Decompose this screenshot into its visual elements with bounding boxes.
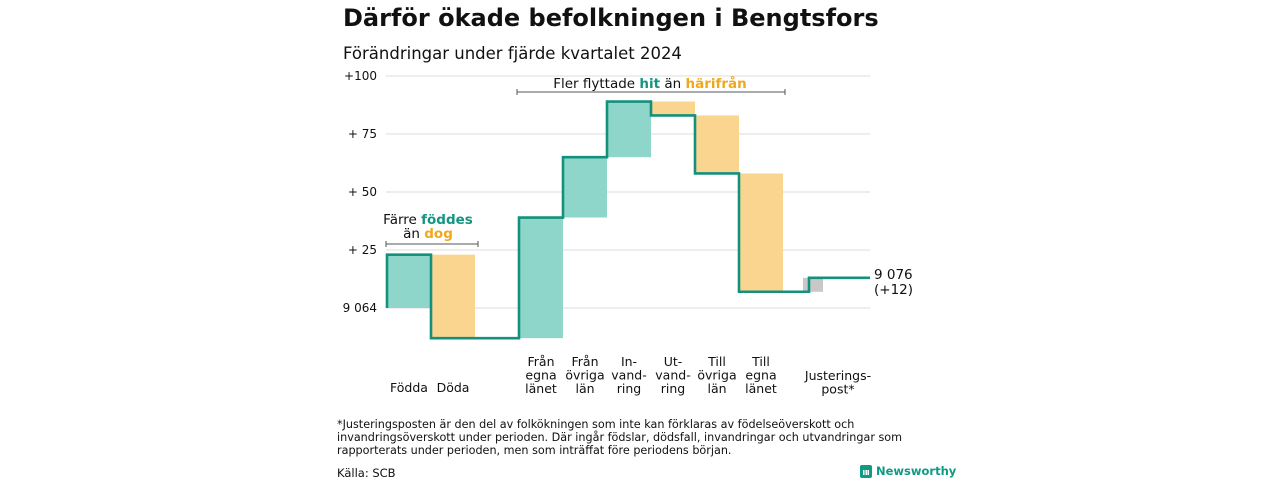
annotation-text: än bbox=[660, 76, 685, 92]
step-line bbox=[385, 100, 870, 340]
waterfall-bar bbox=[803, 277, 823, 292]
y-tick-label: 9 064 bbox=[343, 301, 377, 315]
waterfall-bar bbox=[431, 254, 475, 339]
waterfall-bar bbox=[739, 173, 783, 292]
category-label: Döda bbox=[437, 380, 470, 395]
footnote: *Justeringsposten är den del av folkökni… bbox=[337, 418, 903, 457]
annotation-text: Färre bbox=[383, 212, 421, 228]
end-value-label: 9 076 bbox=[874, 267, 913, 283]
category-label: övriga bbox=[565, 368, 604, 383]
y-tick-label: + 50 bbox=[348, 185, 377, 199]
category-label: post* bbox=[821, 382, 854, 397]
chart-subtitle: Förändringar under fjärde kvartalet 2024 bbox=[343, 44, 682, 63]
y-tick-label: + 25 bbox=[348, 243, 377, 257]
waterfall-bar bbox=[695, 115, 739, 174]
category-label: In- bbox=[621, 354, 637, 369]
category-label: Ut- bbox=[664, 354, 683, 369]
category-label: egna bbox=[745, 368, 776, 383]
chart-title: Därför ökade befolkningen i Bengtsfors bbox=[343, 4, 879, 32]
end-change-label: (+12) bbox=[874, 282, 913, 298]
annotation-highlight: härifrån bbox=[686, 75, 747, 92]
annotation-highlight: föddes bbox=[421, 212, 473, 228]
annotation-born: Färre föddes bbox=[383, 212, 473, 228]
category-label: ring bbox=[617, 381, 641, 396]
brand-logo: Newsworthy bbox=[860, 464, 956, 478]
category-label: övriga bbox=[697, 368, 736, 383]
annotation-died: än dog bbox=[403, 226, 453, 242]
category-label: ring bbox=[661, 381, 685, 396]
source-label: Källa: SCB bbox=[337, 466, 396, 480]
annotation-migration: Fler flyttade hit än härifrån bbox=[553, 75, 747, 92]
newsworthy-icon bbox=[860, 464, 872, 478]
waterfall-bar bbox=[651, 101, 695, 116]
waterfall-bar bbox=[563, 157, 607, 218]
y-tick-label: +100 bbox=[344, 69, 377, 83]
annotation-text: Fler flyttade bbox=[553, 76, 639, 92]
annotation-highlight: hit bbox=[639, 76, 660, 92]
brand-name: Newsworthy bbox=[876, 464, 957, 478]
category-label: län bbox=[707, 381, 726, 396]
category-label: länet bbox=[745, 381, 777, 396]
category-label: vand- bbox=[611, 368, 646, 383]
waterfall-bar bbox=[387, 254, 431, 308]
category-label: Justerings- bbox=[804, 368, 871, 383]
waterfall-bar bbox=[607, 101, 651, 158]
annotation-text: än bbox=[403, 226, 424, 242]
category-label: län bbox=[575, 381, 594, 396]
category-label: Till bbox=[751, 354, 770, 369]
annotation-highlight: dog bbox=[424, 226, 453, 242]
category-label: vand- bbox=[655, 368, 690, 383]
category-label: Från bbox=[571, 354, 598, 369]
category-label: Från bbox=[527, 354, 554, 369]
category-label: egna bbox=[525, 368, 556, 383]
category-label: Födda bbox=[390, 380, 428, 395]
category-label: Till bbox=[707, 354, 726, 369]
waterfall-bar bbox=[519, 217, 563, 339]
y-tick-label: + 75 bbox=[348, 127, 377, 141]
category-label: länet bbox=[525, 381, 557, 396]
